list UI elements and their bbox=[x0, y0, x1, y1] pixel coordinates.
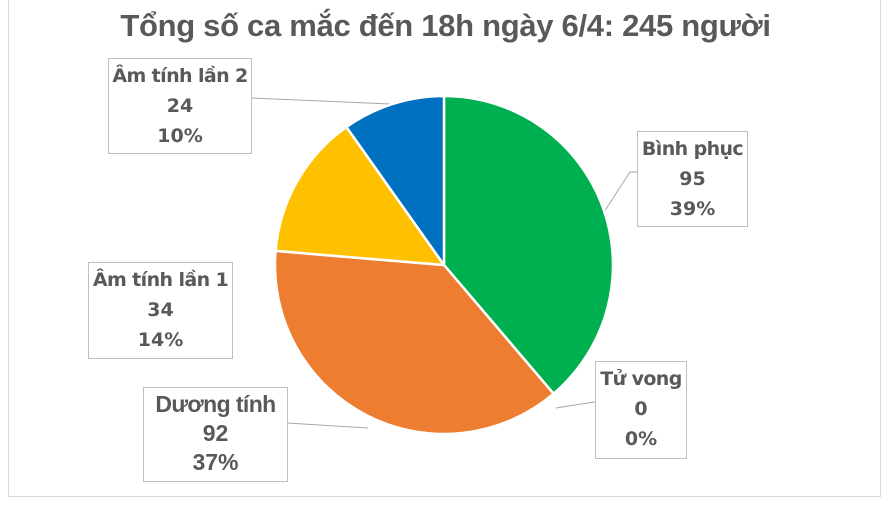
label-value: 34 bbox=[147, 299, 174, 321]
label-percent: 10% bbox=[157, 125, 203, 147]
label-percent: 39% bbox=[669, 198, 716, 220]
leader-line-am-tinh-2 bbox=[251, 97, 391, 105]
data-label-am-tinh-lan-2: Âm tính lần 2 24 10% bbox=[108, 58, 252, 154]
label-category: Dương tính bbox=[155, 391, 276, 417]
pie-slice-Âm tính lần 2 bbox=[345, 94, 446, 267]
label-category: Bình phục bbox=[641, 138, 744, 160]
label-value: 0 bbox=[634, 398, 648, 420]
leader-line-duong-tinh bbox=[286, 422, 369, 429]
data-label-am-tinh-lan-1: Âm tính lần 1 34 14% bbox=[88, 262, 233, 359]
data-label-duong-tinh: Dương tính 92 37% bbox=[143, 387, 288, 482]
label-value: 95 bbox=[679, 168, 706, 190]
data-label-binh-phuc: Bình phục 95 39% bbox=[637, 131, 748, 227]
data-label-tu-vong: Tử vong 0 0% bbox=[595, 361, 687, 459]
leader-line-binh-phuc bbox=[603, 171, 637, 213]
label-category: Tử vong bbox=[600, 368, 682, 390]
pie-slice-Âm tính lần 1 bbox=[274, 125, 446, 267]
chart-frame bbox=[8, 0, 881, 497]
label-category: Âm tính lần 2 bbox=[112, 65, 248, 87]
chart-title: Tổng số ca mắc đến 18h ngày 6/4: 245 ngư… bbox=[120, 8, 771, 43]
label-value: 92 bbox=[202, 420, 229, 446]
pie-slice-Dương tính bbox=[273, 249, 555, 436]
label-percent: 14% bbox=[137, 329, 184, 351]
label-percent: 37% bbox=[192, 449, 239, 475]
label-value: 24 bbox=[166, 95, 194, 117]
label-percent: 0% bbox=[624, 428, 658, 450]
pie-slice-Bình phục bbox=[442, 94, 615, 395]
leader-line-tu-vong bbox=[555, 401, 598, 409]
label-category: Âm tính lần 1 bbox=[92, 269, 229, 291]
